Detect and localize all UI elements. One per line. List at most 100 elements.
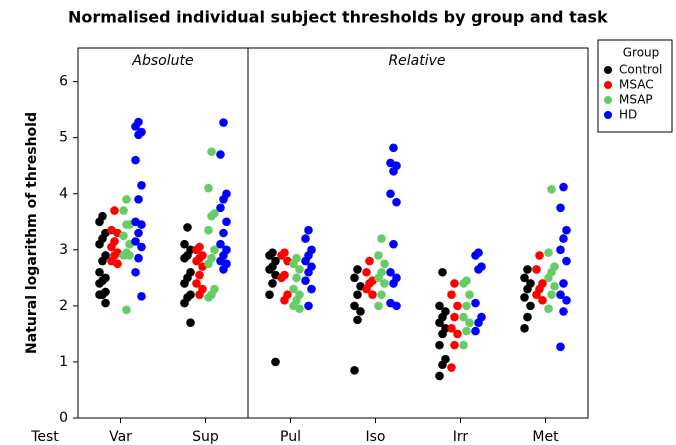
data-point bbox=[204, 183, 213, 193]
panel-label: Relative bbox=[388, 53, 445, 69]
data-point bbox=[544, 304, 553, 313]
data-point bbox=[377, 234, 386, 243]
data-point bbox=[453, 301, 462, 311]
data-point bbox=[265, 290, 274, 299]
data-point bbox=[301, 234, 310, 243]
data-point bbox=[435, 318, 444, 327]
data-point bbox=[435, 340, 444, 350]
data-point bbox=[447, 290, 456, 299]
data-point bbox=[207, 211, 216, 221]
data-point bbox=[131, 267, 140, 277]
data-point bbox=[219, 195, 228, 204]
data-point bbox=[465, 318, 474, 327]
data-point bbox=[304, 225, 313, 235]
data-point bbox=[134, 253, 143, 263]
data-point bbox=[550, 281, 559, 291]
data-point bbox=[535, 251, 544, 260]
data-point bbox=[192, 256, 201, 266]
data-point bbox=[450, 340, 459, 350]
data-point bbox=[268, 279, 277, 288]
data-point bbox=[95, 290, 104, 299]
data-point bbox=[520, 324, 529, 333]
x-tick-label: Pul bbox=[280, 429, 301, 445]
data-point bbox=[95, 217, 104, 227]
data-point bbox=[526, 301, 535, 311]
data-point bbox=[131, 237, 140, 246]
data-point bbox=[289, 259, 298, 269]
data-point bbox=[350, 273, 359, 283]
y-tick-label: 2 bbox=[59, 298, 68, 314]
x-tick-label: Irr bbox=[453, 429, 469, 445]
data-point bbox=[559, 234, 568, 243]
plot-frame bbox=[77, 47, 589, 419]
data-point bbox=[292, 273, 301, 283]
data-point bbox=[532, 290, 541, 299]
data-point bbox=[365, 256, 374, 266]
data-point bbox=[134, 130, 143, 140]
data-point bbox=[301, 276, 310, 285]
data-point bbox=[438, 329, 447, 339]
data-point bbox=[107, 242, 116, 252]
data-point bbox=[389, 239, 398, 249]
data-point bbox=[180, 279, 189, 288]
data-point bbox=[362, 267, 371, 277]
data-point bbox=[101, 298, 110, 308]
legend-marker bbox=[604, 81, 612, 89]
data-point bbox=[265, 265, 274, 274]
y-axis-label: Natural logarithm of threshold bbox=[24, 112, 40, 354]
y-tick-label: 5 bbox=[59, 130, 68, 146]
data-point bbox=[520, 293, 529, 302]
data-point bbox=[137, 220, 146, 229]
data-point bbox=[368, 290, 377, 299]
data-point bbox=[301, 256, 310, 266]
data-point bbox=[207, 147, 216, 157]
data-point bbox=[353, 315, 362, 325]
data-point bbox=[119, 231, 128, 241]
panel-label: Absolute bbox=[131, 53, 193, 69]
data-point bbox=[389, 143, 398, 153]
y-tick-label: 3 bbox=[59, 242, 68, 258]
chart-title: Normalised individual subject thresholds… bbox=[68, 8, 608, 27]
data-point bbox=[265, 251, 274, 260]
data-point bbox=[131, 155, 140, 165]
data-point bbox=[523, 284, 532, 294]
data-point bbox=[459, 312, 468, 322]
data-point bbox=[295, 265, 304, 274]
data-point bbox=[435, 301, 444, 311]
data-point bbox=[122, 220, 131, 229]
data-point bbox=[544, 248, 553, 257]
data-point bbox=[438, 360, 447, 370]
data-point bbox=[389, 279, 398, 288]
data-point bbox=[380, 279, 389, 288]
data-point bbox=[271, 357, 280, 367]
data-point bbox=[350, 301, 359, 311]
legend-marker bbox=[604, 66, 612, 74]
data-point bbox=[219, 265, 228, 274]
data-point bbox=[195, 270, 204, 280]
data-point bbox=[380, 259, 389, 269]
data-point bbox=[559, 182, 568, 192]
data-point bbox=[307, 284, 316, 294]
y-tick-label: 0 bbox=[59, 410, 68, 426]
data-point bbox=[556, 203, 565, 213]
data-point bbox=[216, 239, 225, 249]
data-point bbox=[386, 267, 395, 277]
data-point bbox=[362, 284, 371, 294]
data-point bbox=[295, 304, 304, 313]
data-point bbox=[204, 225, 213, 235]
data-point bbox=[122, 195, 131, 204]
data-point bbox=[280, 295, 289, 305]
data-point bbox=[562, 225, 571, 235]
data-point bbox=[559, 307, 568, 316]
data-point bbox=[95, 239, 104, 249]
data-point bbox=[556, 245, 565, 255]
data-point bbox=[377, 290, 386, 299]
legend-marker bbox=[604, 111, 612, 119]
data-point bbox=[562, 256, 571, 266]
data-point bbox=[122, 305, 131, 315]
legend-label: HD bbox=[619, 108, 637, 122]
data-point bbox=[277, 273, 286, 283]
data-point bbox=[523, 265, 532, 274]
data-point bbox=[353, 265, 362, 274]
